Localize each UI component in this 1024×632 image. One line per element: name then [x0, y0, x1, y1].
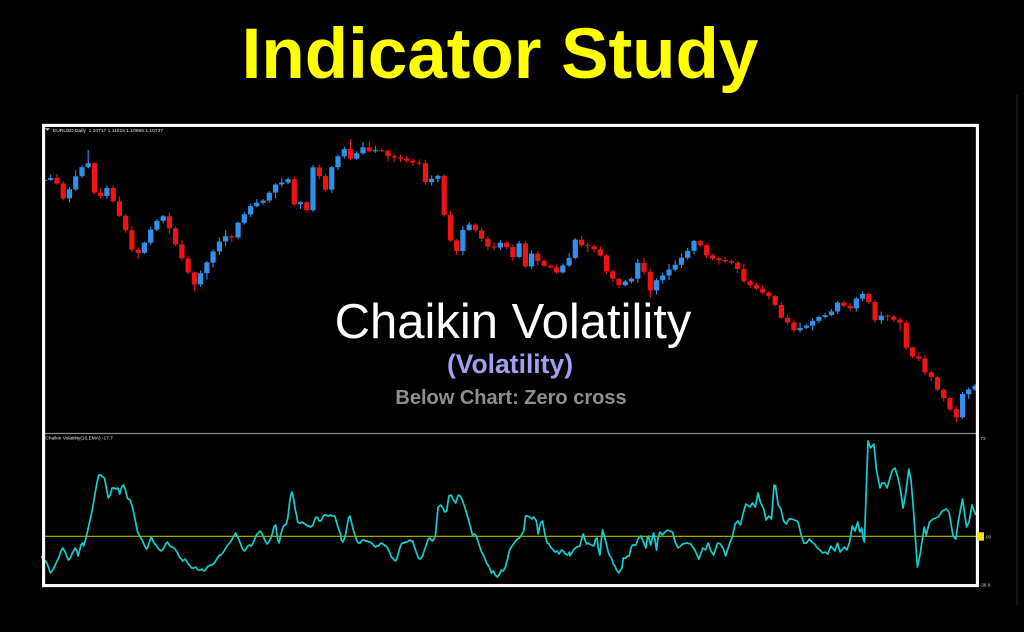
svg-text:Chaikin Volatility(10,EMA) -17: Chaikin Volatility(10,EMA) -17.7	[45, 436, 113, 442]
svg-text:.00: .00	[985, 535, 992, 541]
svg-text:EURUSD,Daily 1.10717 1.11015: EURUSD,Daily 1.10717 1.11015 1.10665 1.1…	[53, 128, 163, 134]
svg-text:72: 72	[981, 436, 987, 442]
svg-text:-36.6: -36.6	[980, 582, 991, 588]
